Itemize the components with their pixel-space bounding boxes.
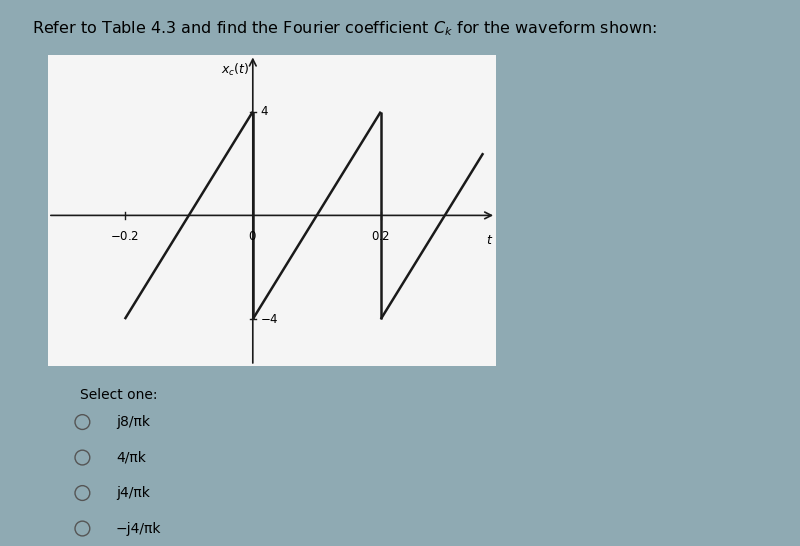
Text: $x_c(t)$: $x_c(t)$ bbox=[221, 62, 250, 79]
Text: 4/πk: 4/πk bbox=[116, 450, 146, 465]
Text: $-4$: $-4$ bbox=[261, 313, 279, 325]
Text: $-0.2$: $-0.2$ bbox=[110, 230, 139, 242]
Text: $0$: $0$ bbox=[249, 230, 257, 242]
Text: j4/πk: j4/πk bbox=[116, 486, 150, 500]
Text: −j4/πk: −j4/πk bbox=[116, 521, 162, 536]
Text: $0.2$: $0.2$ bbox=[371, 230, 390, 242]
Text: j8/πk: j8/πk bbox=[116, 415, 150, 429]
Text: $4$: $4$ bbox=[261, 105, 270, 118]
Text: Select one:: Select one: bbox=[80, 388, 158, 402]
Text: Refer to Table 4.3 and find the Fourier coefficient $C_k$ for the waveform shown: Refer to Table 4.3 and find the Fourier … bbox=[32, 19, 657, 38]
Text: $t$: $t$ bbox=[486, 234, 493, 247]
